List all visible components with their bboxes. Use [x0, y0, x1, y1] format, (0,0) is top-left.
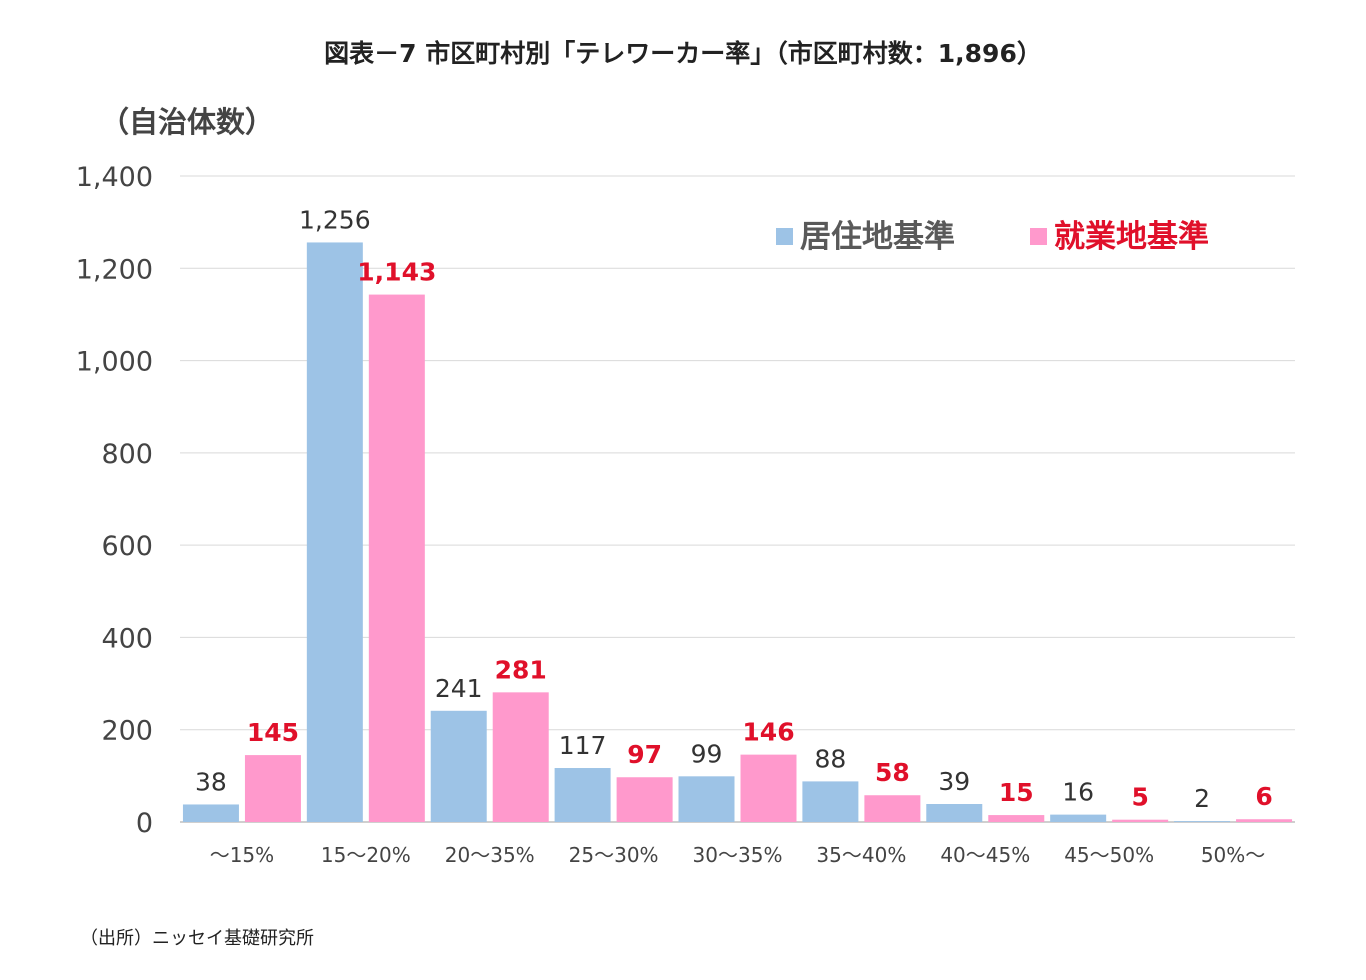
bar — [926, 804, 983, 822]
x-tick-label: 25～30% — [569, 843, 659, 867]
bar — [182, 804, 239, 822]
data-label: 38 — [195, 767, 227, 796]
x-axis-ticks: ～15% 15～20% 20～35% 25～30% 30～35% 35～40% 40～45%… — [210, 843, 1266, 867]
data-label: 39 — [938, 767, 970, 796]
source-note: （出所）ニッセイ基礎研究所 — [80, 928, 314, 949]
y-tick-label: 600 — [101, 531, 153, 562]
data-label: 16 — [1062, 778, 1094, 807]
data-label: 88 — [814, 744, 846, 773]
chart-title: 図表－7 市区町村別「テレワーカー率」（市区町村数：1,896） — [324, 39, 1042, 68]
data-label: 5 — [1131, 783, 1148, 812]
legend-swatch — [1030, 228, 1047, 245]
x-tick-label: 35～40% — [816, 843, 906, 867]
bar — [802, 781, 859, 822]
bar — [1112, 819, 1169, 822]
bar — [740, 754, 797, 822]
bar — [430, 710, 487, 822]
x-tick-label: 30～35% — [693, 843, 783, 867]
bar — [1236, 819, 1293, 822]
y-tick-label: 400 — [101, 623, 153, 654]
data-label: 58 — [875, 758, 910, 787]
data-label: 1,143 — [357, 258, 436, 287]
x-tick-label: 50%～ — [1201, 843, 1265, 867]
bar — [616, 777, 673, 822]
data-label: 6 — [1255, 782, 1272, 811]
y-axis-label: （自治体数） — [100, 105, 274, 139]
y-tick-label: 1,200 — [76, 254, 153, 285]
data-labels: 38 145 1,256 1,143 241 281 117 97 99 146 88 58 39 15 1… — [195, 205, 1273, 813]
legend-label: 就業地基準 — [1054, 219, 1209, 255]
bar — [988, 815, 1045, 822]
data-label: 2 — [1194, 784, 1210, 813]
data-label: 97 — [627, 740, 662, 769]
data-label: 281 — [495, 655, 547, 684]
y-tick-label: 1,400 — [76, 162, 153, 193]
bar — [244, 755, 301, 822]
data-label: 99 — [691, 739, 723, 768]
legend-swatch — [776, 228, 793, 245]
bar — [306, 242, 363, 823]
bar — [1174, 821, 1231, 822]
data-label: 145 — [247, 718, 299, 747]
bar — [1050, 814, 1107, 822]
y-axis-ticks: 0 200 400 600 800 1,000 1,200 1,400 — [76, 162, 153, 839]
bar — [368, 294, 425, 822]
data-label: 146 — [742, 718, 794, 747]
y-tick-label: 200 — [101, 716, 153, 747]
bar — [492, 692, 549, 822]
x-tick-label: 40～45% — [940, 843, 1030, 867]
x-tick-label: 15～20% — [321, 843, 411, 867]
bar — [864, 795, 921, 822]
legend: 居住地基準 就業地基準 — [776, 219, 1209, 255]
bar — [554, 768, 611, 822]
y-tick-label: 800 — [101, 439, 153, 470]
data-label: 1,256 — [299, 205, 371, 234]
y-tick-label: 1,000 — [76, 347, 153, 378]
gridlines — [180, 175, 1295, 823]
x-tick-label: ～15% — [210, 843, 274, 867]
legend-label: 居住地基準 — [800, 219, 955, 255]
x-tick-label: 20～35% — [445, 843, 535, 867]
data-label: 15 — [999, 778, 1034, 807]
data-label: 241 — [435, 674, 483, 703]
x-tick-label: 45～50% — [1064, 843, 1154, 867]
data-label: 117 — [559, 731, 607, 760]
bars — [182, 242, 1293, 823]
bar — [678, 776, 735, 822]
y-tick-label: 0 — [136, 808, 153, 839]
